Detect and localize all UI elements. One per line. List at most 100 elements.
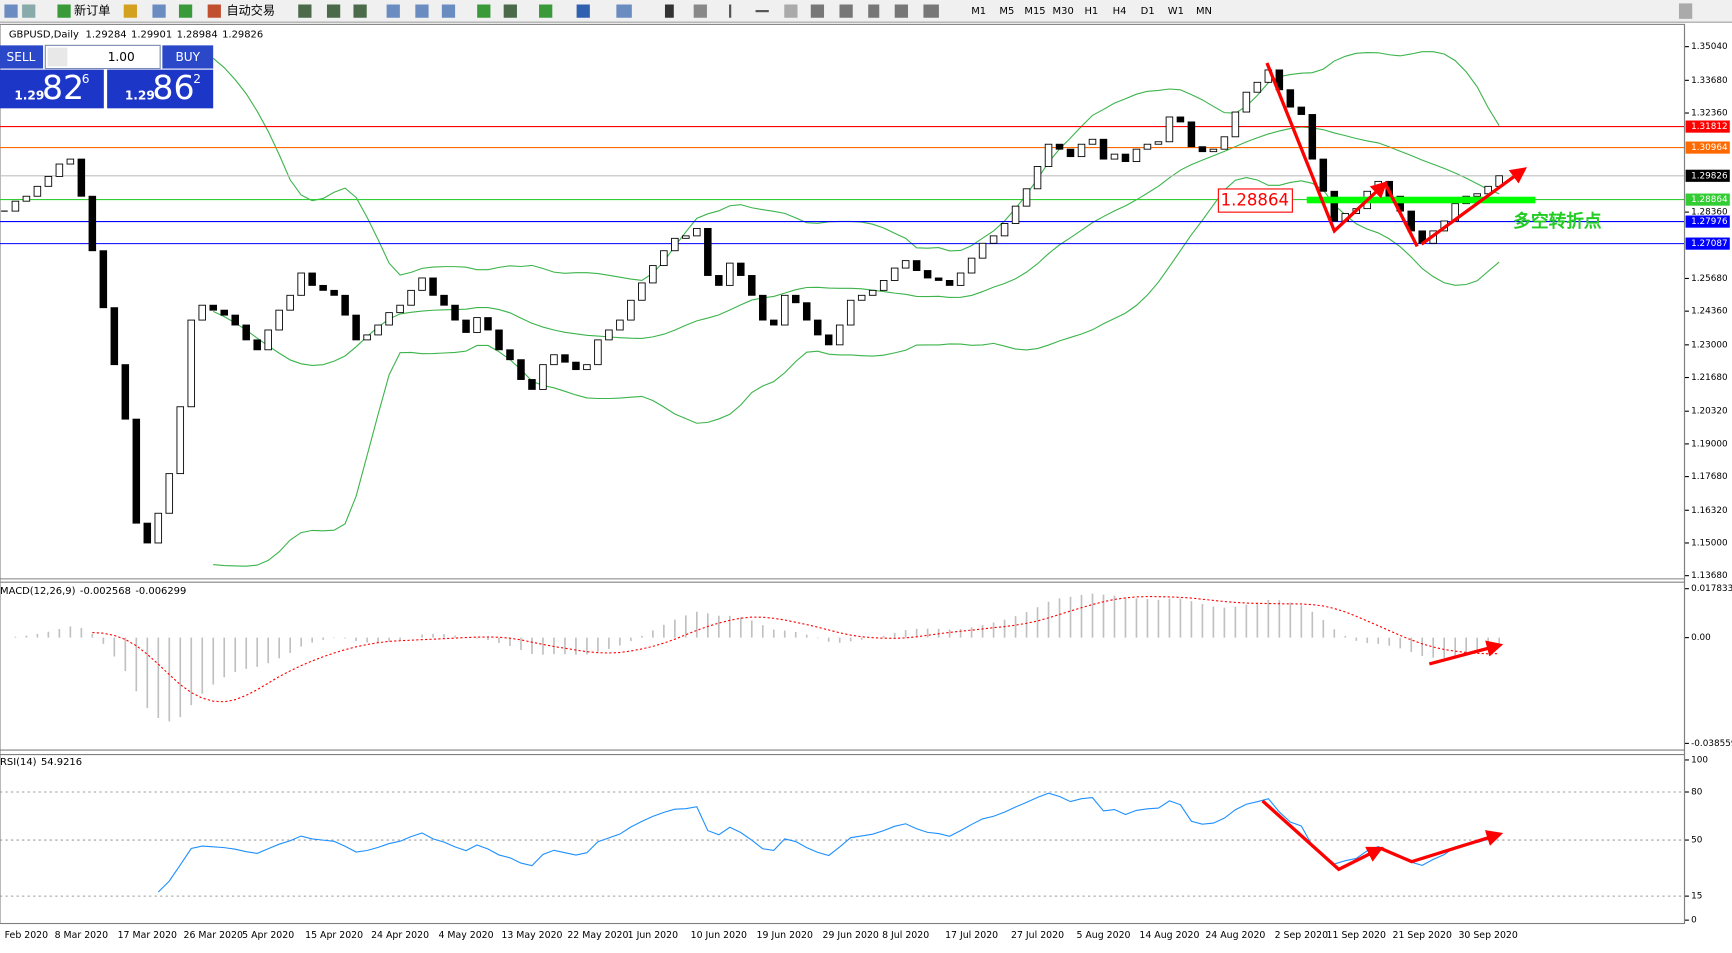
icon[interactable] [353, 4, 367, 18]
candle [1077, 143, 1086, 158]
candle [22, 195, 31, 202]
candle [934, 277, 943, 281]
price-level-label: 1.27976 [1691, 217, 1728, 227]
x-tick-label: 17 Mar 2020 [118, 930, 177, 941]
timeframe[interactable]: M5 [999, 6, 1014, 17]
icon[interactable] [729, 4, 732, 18]
icon[interactable] [152, 4, 166, 18]
lots[interactable]: 1.00 [108, 50, 135, 64]
candle [923, 270, 932, 279]
sell-price-box[interactable] [0, 69, 104, 109]
x-tick-label: Feb 2020 [5, 930, 48, 941]
icon[interactable] [207, 4, 221, 18]
icon[interactable] [298, 4, 312, 18]
x-tick-label: 10 Jun 2020 [691, 930, 747, 941]
icon[interactable] [810, 4, 825, 18]
candle [781, 294, 789, 326]
timeframe[interactable]: M15 [1024, 6, 1045, 17]
candle [912, 260, 921, 271]
icon[interactable] [4, 4, 18, 18]
timeframe[interactable]: H1 [1084, 6, 1098, 17]
candle [506, 349, 514, 361]
toolbar [0, 0, 1732, 23]
icon[interactable] [923, 4, 939, 18]
icon[interactable] [415, 4, 429, 18]
candle [517, 359, 525, 380]
sell-label[interactable]: SELL [7, 50, 36, 64]
candle [1231, 111, 1240, 138]
arrow [1420, 167, 1528, 246]
icon[interactable] [784, 4, 798, 18]
candle [341, 294, 349, 316]
icon[interactable] [477, 4, 491, 18]
lots-field[interactable] [44, 44, 161, 70]
icon[interactable] [386, 4, 400, 18]
buy-small: 2 [193, 72, 201, 86]
timeframe[interactable]: M1 [971, 6, 986, 17]
icon[interactable] [839, 4, 853, 18]
candle [989, 235, 998, 244]
candle [1473, 193, 1481, 197]
icon[interactable] [326, 4, 341, 18]
price-level-tag [1685, 237, 1730, 250]
icon[interactable] [664, 4, 674, 18]
candle [242, 324, 250, 341]
sell-button[interactable] [0, 45, 44, 69]
icon[interactable] [693, 4, 707, 18]
candle [66, 158, 75, 165]
icon[interactable] [503, 4, 517, 18]
candle [1187, 121, 1196, 148]
macd-title: MACD(12,26,9) [0, 586, 76, 597]
icon[interactable] [894, 4, 908, 18]
x-tick-label: 27 Jul 2020 [1011, 930, 1064, 941]
icon[interactable] [868, 4, 880, 18]
x-tick-label: 26 Mar 2020 [184, 930, 243, 941]
timeframe[interactable]: H4 [1113, 6, 1127, 17]
candle [1055, 143, 1064, 150]
buy-big: 86 [152, 68, 194, 107]
candle [583, 364, 591, 371]
candle [253, 339, 261, 351]
x-tick-label: 21 Sep 2020 [1393, 930, 1452, 941]
icon[interactable] [576, 4, 590, 18]
icon[interactable] [22, 4, 36, 18]
timeframe[interactable]: W1 [1168, 6, 1184, 17]
buy-button[interactable] [162, 45, 214, 69]
candle [594, 339, 602, 366]
y-tick-label: 1.32360 [1691, 109, 1728, 119]
candle [209, 304, 217, 311]
new-order[interactable]: 新订单 [74, 3, 110, 18]
icon[interactable] [1678, 3, 1693, 19]
buy-price-box[interactable] [107, 69, 214, 109]
timeframe[interactable]: MN [1196, 6, 1212, 17]
candle [1297, 106, 1306, 115]
candle [44, 175, 53, 187]
x-tick-label: 11 Sep 2020 [1327, 930, 1386, 941]
icon[interactable] [57, 4, 71, 18]
lots-spinner[interactable] [47, 47, 68, 67]
y-tick-label: 1.13680 [1691, 571, 1728, 581]
candle [890, 267, 899, 281]
auto-trading[interactable]: 自动交易 [226, 3, 275, 18]
candle [1088, 138, 1097, 145]
timeframe[interactable]: M30 [1053, 6, 1074, 17]
macd-main: -0.002568 [80, 586, 131, 597]
icon[interactable] [539, 4, 553, 18]
candle [616, 319, 624, 331]
candle [1066, 148, 1075, 158]
icon[interactable] [441, 4, 456, 18]
icon[interactable] [755, 10, 769, 13]
x-tick-label: 14 Aug 2020 [1139, 930, 1199, 941]
buy-label[interactable]: BUY [175, 50, 200, 64]
icon[interactable] [178, 4, 193, 18]
candle [440, 294, 448, 306]
rsi-title: RSI(14) [0, 757, 37, 768]
candle [748, 275, 756, 296]
icon[interactable] [123, 4, 137, 18]
timeframe[interactable]: D1 [1141, 6, 1155, 17]
icon[interactable] [616, 4, 632, 18]
price-level-label: 1.31812 [1691, 122, 1728, 132]
y-tick-label: 1.19000 [1691, 439, 1728, 449]
candle [967, 257, 976, 274]
